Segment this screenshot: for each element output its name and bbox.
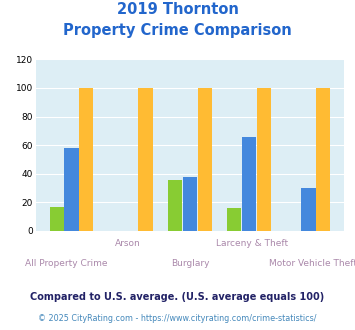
Bar (168, 180, 182, 231)
Bar (50, 207, 64, 231)
Text: Property Crime Comparison: Property Crime Comparison (63, 23, 292, 38)
Text: © 2025 CityRating.com - https://www.cityrating.com/crime-statistics/: © 2025 CityRating.com - https://www.city… (38, 314, 317, 323)
Text: Compared to U.S. average. (U.S. average equals 100): Compared to U.S. average. (U.S. average … (31, 292, 324, 302)
Text: Arson: Arson (115, 239, 141, 248)
Bar (301, 188, 316, 231)
Bar (138, 88, 153, 231)
Bar (198, 88, 212, 231)
Bar (316, 88, 330, 231)
Bar (227, 208, 241, 231)
Legend: Thornton, New Hampshire, National: Thornton, New Hampshire, National (28, 329, 352, 330)
Bar (64, 148, 78, 231)
Text: Motor Vehicle Theft: Motor Vehicle Theft (269, 259, 355, 268)
Bar (79, 88, 93, 231)
Bar (257, 88, 271, 231)
Text: All Property Crime: All Property Crime (25, 259, 108, 268)
Bar (242, 137, 256, 231)
Text: Larceny & Theft: Larceny & Theft (215, 239, 288, 248)
Text: Burglary: Burglary (171, 259, 209, 268)
Text: 2019 Thornton: 2019 Thornton (116, 2, 239, 16)
Bar (183, 177, 197, 231)
